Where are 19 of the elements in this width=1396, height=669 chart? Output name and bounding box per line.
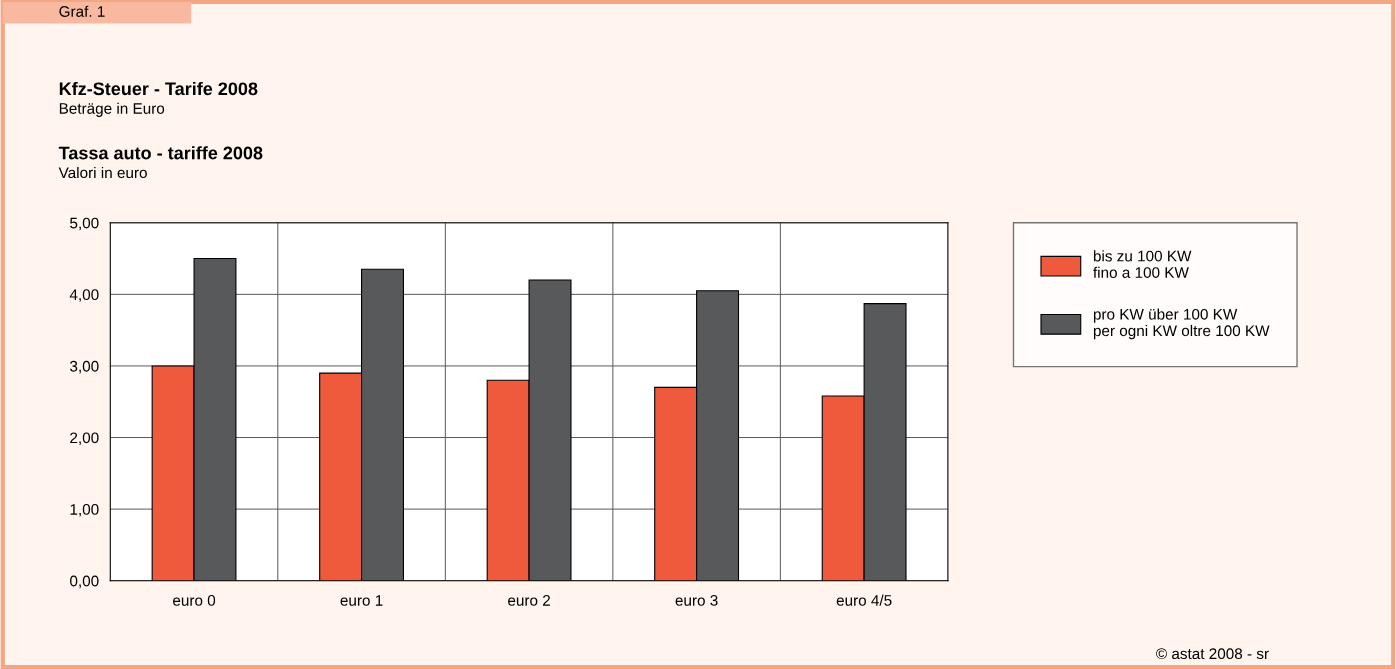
x-tick-label: euro 2 [508, 594, 550, 606]
text: Graf. 1 [59, 5, 105, 17]
text: Valori in euro [58, 166, 147, 179]
y-tick-label: 5,00 [70, 217, 99, 231]
chart-subtitle: Beträge in Euro [59, 102, 165, 117]
x-tick-label: euro 4/5 [836, 594, 892, 606]
legend-label: bis zu 100 KW fino a 100 KW [1093, 250, 1192, 278]
y-tick-label: 0,00 [70, 575, 99, 589]
y-tick-label: 3,00 [70, 360, 99, 374]
y-tick-label: 4,00 [69, 289, 99, 302]
x-tick-label: euro 0 [173, 594, 216, 606]
x-tick-label: euro 1 [340, 595, 383, 606]
text: © astat 2008 - sr [1156, 648, 1269, 660]
x-tick-label: euro 3 [675, 594, 718, 606]
y-tick-label: 2,00 [70, 432, 99, 446]
y-tick-label: 1,00 [70, 503, 99, 517]
text: Tassa auto - tariffe 2008 [58, 146, 263, 160]
legend-label: pro KW über 100 KW per ogni KW oltre 100 KW [1093, 308, 1270, 340]
chart-title: Kfz-Steuer - Tarife 2008 [59, 81, 258, 96]
